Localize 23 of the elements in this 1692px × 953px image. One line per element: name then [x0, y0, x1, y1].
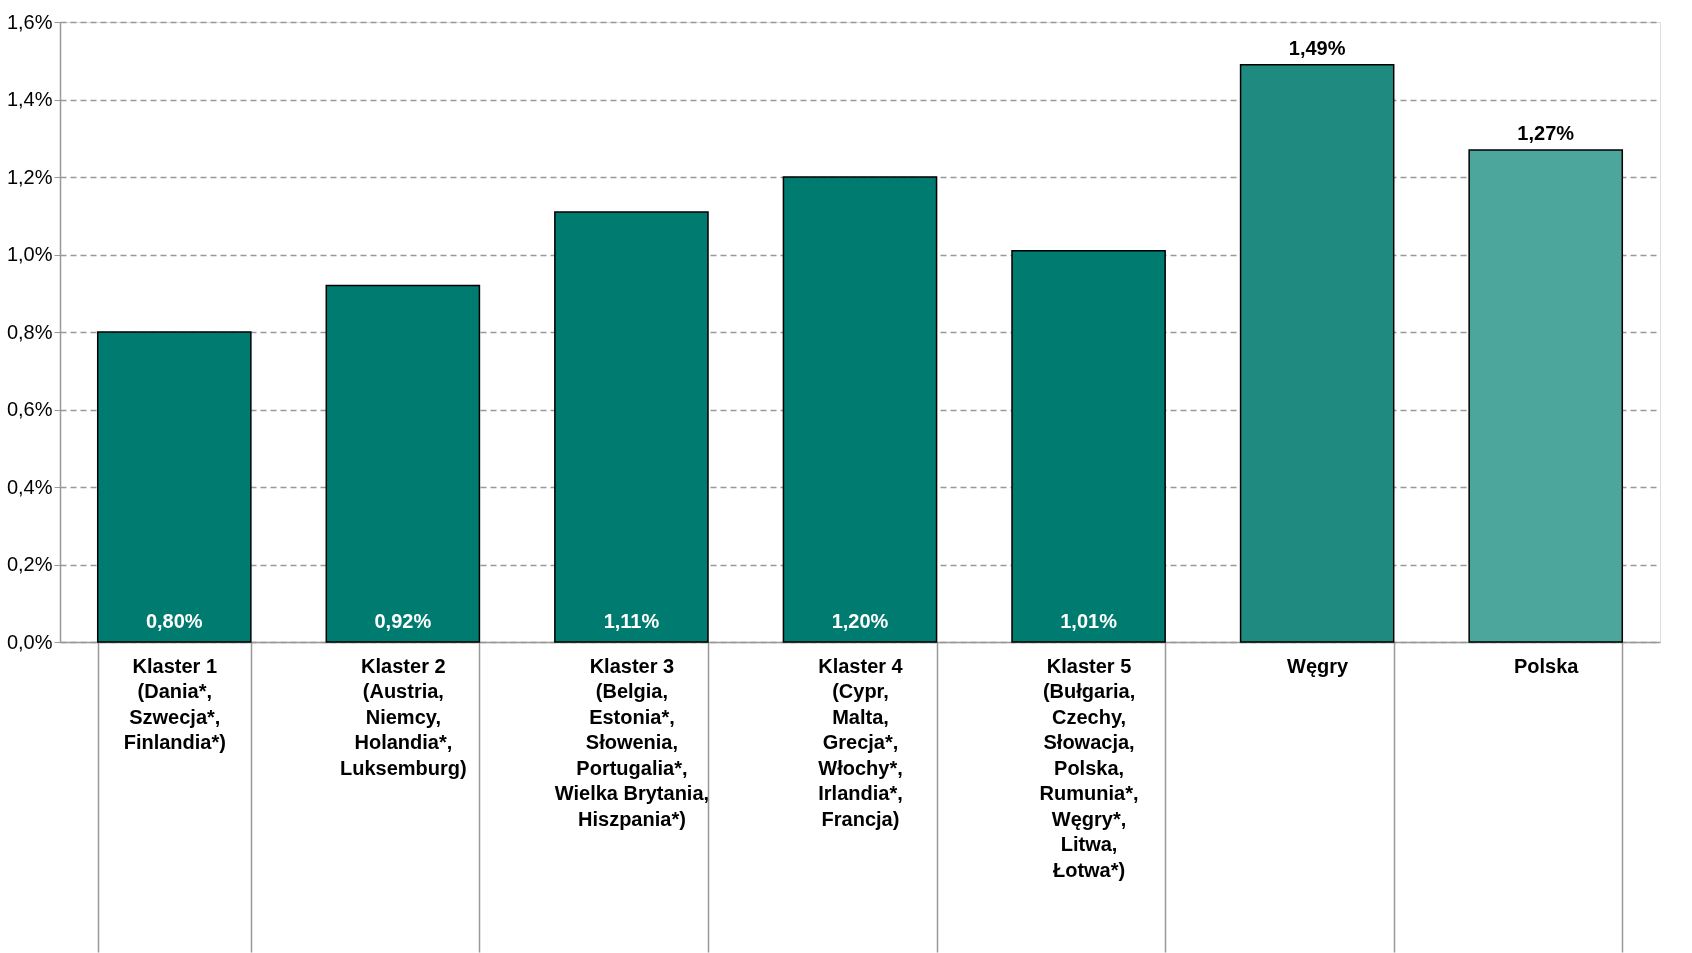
x-tick-label: Węgry [1287, 654, 1350, 677]
y-tick-label: 0,8% [6, 320, 53, 343]
x-tick-label: Klaster 4 (Cypr, Malta, Grecja*, Włochy*, Irlandia*, Francja) [818, 654, 904, 830]
y-tick-label: 1,4% [6, 88, 53, 110]
data-label: 0,80% [145, 610, 203, 632]
y-tick-label: 0,4% [6, 475, 53, 498]
data-label: 0,92% [374, 610, 432, 632]
x-tick-label: Klaster 1 (Dania*, Szwecja*, Finlandia*) [123, 654, 226, 753]
y-tick-label: 0,0% [6, 630, 53, 653]
y-tick-label: 0,2% [6, 553, 53, 575]
x-tick-label: Klaster 3 (Belgia, Estonia*, Słowenia, Portugalia*, Wielka Brytania, Hiszpania*) [554, 654, 710, 830]
y-tick-label: 1,0% [6, 243, 53, 265]
data-label: 1,11% [603, 610, 660, 632]
x-tick-label: Klaster 2 (Austria, Niemcy, Holandia*, Luksemburg) [340, 654, 467, 779]
y-tick-label: 1,2% [6, 165, 53, 188]
x-tick-label: Polska [1513, 654, 1580, 677]
y-tick-label: 1,6% [6, 10, 53, 33]
annotation: 1,49% [1288, 36, 1346, 59]
category-label: Klaster 5 (Bułgaria, Czechy, Słowacja, Polska, Rumunia*, Węgry*, Litwa, Łotwa*) [1039, 654, 1139, 881]
data-label: 1,20% [831, 610, 889, 632]
y-tick-label: 0,6% [6, 398, 53, 420]
annotation: 1,27% [1517, 121, 1575, 144]
data-label: 1,01% [1060, 610, 1118, 632]
